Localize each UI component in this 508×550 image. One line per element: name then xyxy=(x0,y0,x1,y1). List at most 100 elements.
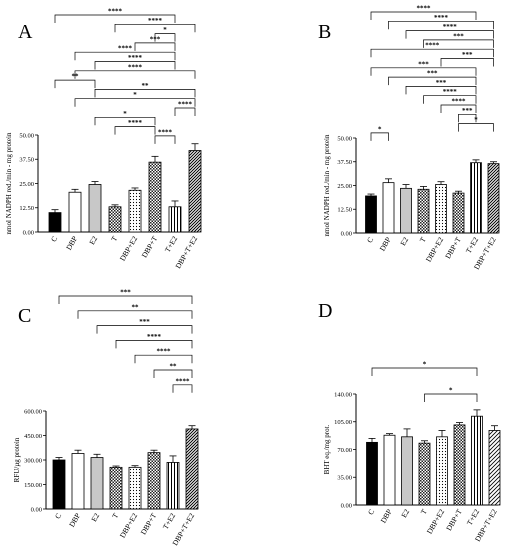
bar-dbp-t-e2 xyxy=(188,150,202,233)
bar-dbp-t xyxy=(452,192,465,234)
bar-dbp-e2 xyxy=(435,184,447,234)
significance-label: * xyxy=(423,361,427,369)
y-tick-label: 0.00 xyxy=(341,502,352,509)
chart-panel-b: B 0.00 12.50 25.00 37.50 50.00 nmol NADPH red.… xyxy=(318,5,500,271)
bar-t xyxy=(108,206,122,233)
bar-dbp-t-e2 xyxy=(488,430,501,506)
y-tick-label: 25.00 xyxy=(19,181,34,188)
bar-t xyxy=(417,188,430,234)
panel-letter: A xyxy=(18,21,33,43)
significance-label: *** xyxy=(418,60,429,68)
bar-dbp-t-e2 xyxy=(185,428,199,510)
significance-label: ** xyxy=(72,73,80,81)
significance-bracket xyxy=(74,70,196,79)
category-label: T xyxy=(109,234,119,243)
category-label: DBP+E2 xyxy=(118,511,139,539)
y-tick-label: 150.00 xyxy=(24,482,42,489)
bar-c xyxy=(48,212,62,233)
y-tick-label: 25.00 xyxy=(337,183,352,190)
category-label: DBP+T xyxy=(140,234,160,259)
significance-bracket xyxy=(172,384,193,393)
category-label: C xyxy=(49,235,59,244)
chart-panel-a: A 0.00 12.50 25.00 37.50 50.00 nmol NADPH red.… xyxy=(5,8,202,270)
significance-label: **** xyxy=(147,333,162,341)
category-label: C xyxy=(53,512,63,521)
bar-dbp-t-e2 xyxy=(487,163,500,234)
bar-c xyxy=(52,459,66,510)
significance-bracket xyxy=(423,39,494,48)
bar-t-e2 xyxy=(168,206,182,233)
y-tick-label: 50.00 xyxy=(337,135,352,142)
category-label: E2 xyxy=(398,235,410,247)
category-label: C xyxy=(366,508,376,517)
bar-dbp xyxy=(71,453,85,510)
bar-dbp-e2 xyxy=(128,189,142,233)
category-label: T xyxy=(110,511,120,520)
category-label: T+E2 xyxy=(163,234,179,254)
significance-bracket xyxy=(424,393,478,402)
significance-bracket xyxy=(74,98,196,107)
significance-label: **** xyxy=(176,377,191,385)
significance-label: **** xyxy=(118,45,133,53)
significance-label: * xyxy=(163,26,167,34)
significance-bracket xyxy=(423,95,477,104)
significance-label: **** xyxy=(128,54,143,62)
panel-letter: B xyxy=(318,21,331,43)
bar-dbp xyxy=(383,434,396,506)
significance-label: **** xyxy=(178,101,193,109)
significance-bracket xyxy=(96,325,193,334)
bar-dbp-t xyxy=(148,161,162,233)
category-label: T xyxy=(419,507,429,516)
significance-bracket xyxy=(114,23,196,33)
category-label: DBP xyxy=(378,236,393,253)
bar-dbp-e2 xyxy=(436,436,448,506)
y-axis-label: BHT eq./mg prot. xyxy=(323,424,331,474)
bar-c xyxy=(365,195,377,234)
category-label: DBP+T xyxy=(139,511,159,536)
y-axis-label: nmol NADPH red./min - mg protein xyxy=(323,134,331,236)
bar-t-e2 xyxy=(470,162,482,234)
bar-c xyxy=(366,441,378,506)
significance-bracket xyxy=(370,11,477,20)
significance-label: **** xyxy=(128,63,143,71)
significance-label: ** xyxy=(170,363,178,371)
y-tick-label: 140.00 xyxy=(334,391,352,398)
category-label: T xyxy=(418,235,428,244)
category-label: DBP+T xyxy=(444,507,464,532)
category-label: DBP xyxy=(67,512,82,529)
bar-e2 xyxy=(88,184,102,233)
category-label: DBP xyxy=(64,235,79,252)
significance-label: **** xyxy=(434,14,449,22)
significance-bracket xyxy=(174,107,196,116)
category-label: DBP+E2 xyxy=(425,507,446,535)
bar-dbp-e2 xyxy=(128,466,142,510)
bar-dbp-t xyxy=(453,424,466,506)
y-tick-label: 105.00 xyxy=(334,419,352,426)
y-tick-label: 37.50 xyxy=(337,159,352,166)
significance-label: *** xyxy=(427,70,438,78)
category-label: E2 xyxy=(89,511,101,523)
significance-label: * xyxy=(474,116,478,124)
category-label: C xyxy=(365,236,375,245)
significance-bracket xyxy=(388,20,494,30)
significance-bracket xyxy=(134,354,193,364)
significance-bracket xyxy=(405,86,477,95)
significance-bracket xyxy=(114,126,156,135)
significance-label: * xyxy=(378,125,382,133)
y-tick-label: 300.00 xyxy=(24,457,42,464)
category-label: T+E2 xyxy=(464,235,480,255)
y-tick-label: 0.00 xyxy=(23,229,34,236)
significance-bracket xyxy=(440,104,477,113)
significance-label: ** xyxy=(132,303,140,311)
significance-label: **** xyxy=(128,119,143,127)
significance-label: **** xyxy=(417,5,432,13)
significance-label: **** xyxy=(443,23,458,31)
bar-t-e2 xyxy=(471,415,483,506)
y-tick-label: 600.00 xyxy=(24,408,42,415)
significance-bracket xyxy=(54,79,96,89)
chart-panel-c: C 0.00 150.00 300.00 450.00 600.00 RFU/µg prot… xyxy=(13,289,199,547)
category-label: DBP+E2 xyxy=(424,235,445,263)
bar-dbp xyxy=(382,182,395,234)
significance-label: ** xyxy=(142,82,150,90)
chart-panel-d: D 0.00 35.00 70.00 105.00 140.00 BHT eq./mg pr… xyxy=(318,300,501,543)
